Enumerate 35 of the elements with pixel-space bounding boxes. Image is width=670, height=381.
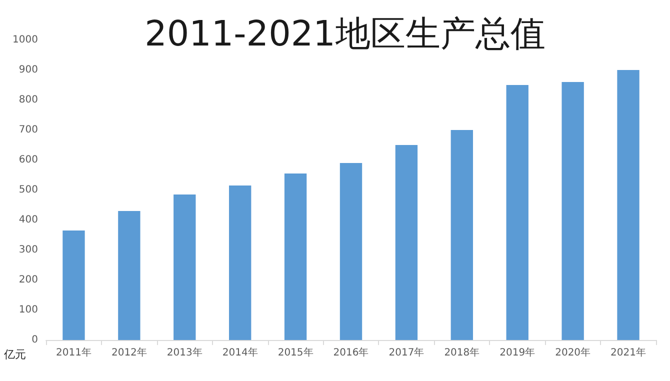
x-tick-label: 2014年	[222, 346, 258, 358]
y-tick-label: 700	[18, 124, 38, 136]
bar	[506, 85, 528, 340]
bar	[562, 82, 584, 340]
x-tick-label: 2015年	[278, 346, 314, 358]
x-tick-label: 2016年	[333, 346, 369, 358]
y-tick-label: 500	[18, 184, 38, 196]
y-tick-label: 600	[18, 154, 38, 166]
bar	[174, 194, 196, 340]
y-tick-label: 1000	[12, 34, 38, 46]
y-tick-label: 800	[18, 94, 38, 106]
bar	[118, 211, 140, 340]
bar	[617, 70, 640, 340]
y-tick-label: 400	[18, 214, 38, 226]
y-tick-label: 100	[18, 304, 38, 316]
bar	[395, 145, 418, 340]
y-axis-title: 亿元	[3, 348, 26, 361]
x-tick-label: 2018年	[444, 346, 480, 358]
x-tick-label: 2017年	[388, 346, 424, 358]
y-tick-label: 300	[18, 244, 38, 256]
bar	[340, 163, 362, 340]
y-tick-label: 0	[32, 334, 38, 346]
x-tick-label: 2013年	[166, 346, 202, 358]
chart-title: 2011-2021地区生产总值	[144, 14, 546, 54]
bar	[62, 230, 85, 340]
x-tick-label: 2021年	[610, 346, 646, 358]
bar	[450, 130, 473, 340]
y-tick-label: 900	[18, 64, 38, 76]
x-tick-label: 2012年	[111, 346, 147, 358]
x-tick-label: 2020年	[555, 346, 591, 358]
x-tick-label: 2019年	[500, 346, 536, 358]
y-tick-label: 200	[18, 274, 38, 286]
bar	[284, 174, 307, 340]
x-tick-label: 2011年	[56, 346, 92, 358]
bar	[229, 186, 252, 340]
